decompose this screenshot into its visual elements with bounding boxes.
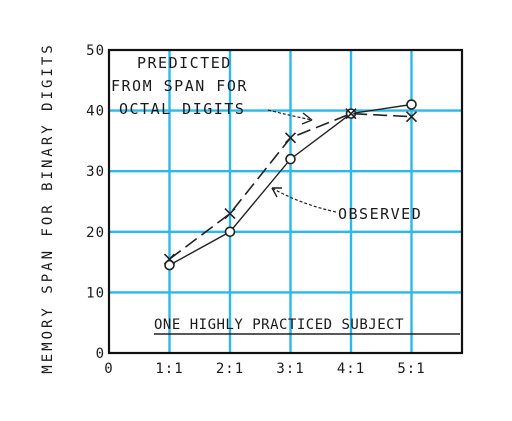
observed-point (224, 226, 236, 238)
x-axis-ticks: 0 1:1 2:1 3:1 4:1 5:1 (104, 361, 425, 377)
predicted-point (163, 253, 176, 265)
y-axis-ticks: 0 10 20 30 40 50 (86, 43, 105, 362)
annotations: PREDICTED FROM SPAN FOR OCTAL DIGITS OBS… (111, 54, 460, 335)
predicted-label-line-2: FROM SPAN FOR (111, 77, 248, 95)
x-tick-label: 5:1 (397, 361, 425, 377)
x-tick-label: 1:1 (155, 361, 183, 377)
observed-arrow (271, 187, 337, 213)
y-tick-label: 20 (86, 225, 105, 241)
observed-point (164, 259, 175, 271)
series (163, 99, 418, 271)
x-tick-label: 2:1 (216, 361, 244, 377)
predicted-label-line-1: PREDICTED (137, 54, 232, 72)
y-tick-label: 40 (86, 104, 105, 120)
y-tick-label: 50 (86, 43, 105, 59)
subject-note: ONE HIGHLY PRACTICED SUBJECT (154, 317, 404, 333)
observed-label: OBSERVED (338, 205, 422, 223)
plot-frame (107, 48, 464, 355)
predicted-point (345, 108, 357, 120)
x-tick-label: 4:1 (337, 361, 365, 377)
grid (109, 50, 462, 353)
predicted-arrowhead (301, 112, 313, 125)
y-tick-label: 10 (86, 285, 105, 301)
observed-point (285, 153, 296, 165)
observed-arrowhead (271, 187, 282, 198)
y-tick-label: 30 (86, 164, 105, 180)
x-tick-label: 3:1 (276, 361, 304, 377)
predicted-point (405, 111, 418, 123)
y-tick-label: 0 (96, 346, 105, 362)
y-axis-label: MEMORY SPAN FOR BINARY DIGITS (40, 42, 56, 373)
x-tick-label: 0 (104, 361, 113, 377)
predicted-point (224, 208, 236, 220)
predicted-point (284, 132, 297, 144)
predicted-label-line-3: OCTAL DIGITS (119, 100, 245, 118)
predicted-arrow (267, 109, 313, 121)
observed-point (406, 99, 417, 110)
